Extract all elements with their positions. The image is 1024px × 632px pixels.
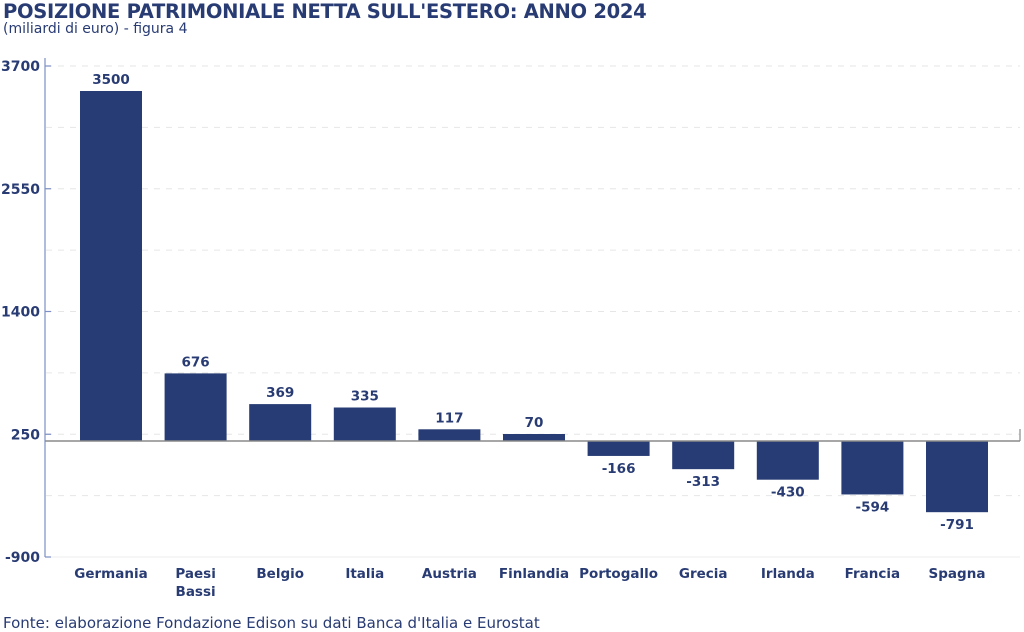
x-tick-label: Portogallo [579, 566, 658, 582]
bar [841, 441, 904, 495]
chart-subtitle: (miliardi di euro) - figura 4 [3, 21, 188, 37]
x-tick-label: Italia [345, 566, 384, 582]
x-tick-label: Spagna [929, 566, 986, 582]
bars [80, 91, 988, 513]
y-tick-label: 1400 [1, 305, 40, 321]
y-axis: 3700 2550 1400 250 -900 [1, 58, 1020, 566]
bar [80, 91, 142, 441]
y-tick-label: 3700 [1, 59, 40, 75]
data-labels: 3500 676 369 335 117 70 -166 -313 -430 -594 -791 [92, 72, 974, 533]
y-tick-label: 2550 [1, 182, 40, 198]
x-tick-label: Bassi [176, 584, 216, 600]
bar [503, 434, 565, 441]
bar [756, 441, 819, 480]
bar [333, 407, 396, 441]
x-tick-label: Irlanda [761, 566, 815, 582]
x-tick-label: Finlandia [499, 566, 569, 582]
chart-title: POSIZIONE PATRIMONIALE NETTA SULL'ESTERO… [3, 0, 647, 23]
baseline [45, 429, 1021, 442]
bar [926, 441, 988, 513]
x-tick-label: Paesi [175, 566, 215, 582]
bar [249, 404, 312, 441]
bar [672, 441, 735, 470]
x-tick-label: Francia [845, 566, 900, 582]
data-label: 369 [266, 385, 294, 401]
data-label: 70 [525, 415, 544, 431]
data-label: -791 [940, 517, 974, 533]
bar [164, 373, 227, 441]
data-label: -594 [856, 499, 890, 515]
x-tick-label: Austria [422, 566, 477, 582]
data-label: 3500 [92, 72, 130, 88]
x-tick-label: Belgio [256, 566, 304, 582]
data-label: -430 [771, 485, 805, 501]
data-label: 335 [351, 389, 379, 405]
source-note: Fonte: elaborazione Fondazione Edison su… [3, 614, 540, 632]
bar [418, 429, 481, 441]
y-tick-label: 250 [11, 427, 40, 443]
x-axis: Germania Paesi Bassi Belgio Italia Austria Fin… [74, 566, 985, 600]
data-label: 117 [435, 410, 463, 426]
y-tick-label: -900 [5, 550, 40, 566]
x-tick-label: Grecia [679, 566, 728, 582]
data-label: -313 [686, 474, 720, 490]
data-label: -166 [602, 461, 636, 477]
data-label: 676 [182, 354, 210, 370]
bar [587, 441, 650, 456]
x-tick-label: Germania [74, 566, 147, 582]
